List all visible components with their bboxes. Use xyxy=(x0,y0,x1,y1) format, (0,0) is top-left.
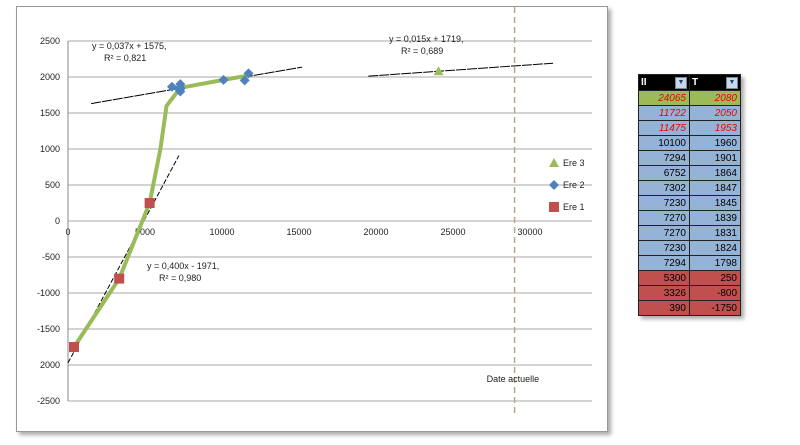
legend-label: Ere 1 xyxy=(563,202,585,212)
y-tick-label: 1500 xyxy=(40,108,60,118)
trendline-equation: y = 0,400x - 1971, xyxy=(147,261,219,271)
smooth-curve xyxy=(72,73,251,349)
table-row: 7294 1798 xyxy=(638,255,741,271)
data-point-ere-2 xyxy=(166,81,177,92)
legend-marker xyxy=(549,180,559,190)
table-cell-t[interactable]: 2050 xyxy=(689,105,741,121)
x-tick-label: 15000 xyxy=(286,227,311,237)
table-cell-ii[interactable]: 5300 xyxy=(638,270,690,286)
table-row: 3326 -800 xyxy=(638,285,741,301)
y-tick-label: -1000 xyxy=(37,288,60,298)
table-cell-t[interactable]: 1960 xyxy=(689,135,741,151)
trendline-equation: y = 0,037x + 1575, xyxy=(92,41,167,51)
data-point-ere-2 xyxy=(218,74,229,85)
legend-marker xyxy=(549,158,559,167)
y-tick-label: 1000 xyxy=(40,144,60,154)
table-cell-ii[interactable]: 7230 xyxy=(638,240,690,256)
table-cell-ii[interactable]: 7230 xyxy=(638,195,690,211)
y-tick-label: 2000 xyxy=(40,360,60,370)
table-cell-t[interactable]: -1750 xyxy=(689,300,741,316)
y-tick-label: -500 xyxy=(42,252,60,262)
table-cell-t[interactable]: 1824 xyxy=(689,240,741,256)
legend-label: Ere 3 xyxy=(563,158,585,168)
trendline xyxy=(368,62,554,77)
table-cell-ii[interactable]: 10100 xyxy=(638,135,690,151)
table-row: 7230 1824 xyxy=(638,240,741,256)
table-cell-ii[interactable]: 24065 xyxy=(638,90,690,106)
table-cell-t[interactable]: -800 xyxy=(689,285,741,301)
y-tick-label: -1500 xyxy=(37,324,60,334)
y-tick-label: 500 xyxy=(45,180,60,190)
table-row: 6752 1864 xyxy=(638,165,741,181)
table-cell-ii[interactable]: 7270 xyxy=(638,210,690,226)
data-point-ere-2 xyxy=(243,68,254,79)
chart-svg: 25002000150010005000-500-1000-15002000-2… xyxy=(37,7,592,415)
y-tick-label: 2500 xyxy=(40,36,60,46)
table-row: 7270 1839 xyxy=(638,210,741,226)
table-cell-ii[interactable]: 6752 xyxy=(638,165,690,181)
x-tick-label: 25000 xyxy=(440,227,465,237)
table-row: 7230 1845 xyxy=(638,195,741,211)
data-table: II ▼ T ▼ 24065 2080 11722 2050 11475 1953 10100 1… xyxy=(638,74,741,316)
table-row: 7270 1831 xyxy=(638,225,741,241)
data-point-ere-2 xyxy=(239,75,250,86)
table-cell-ii[interactable]: 7294 xyxy=(638,255,690,271)
trendline-r2: R² = 0,980 xyxy=(159,273,201,283)
table-cell-t[interactable]: 1864 xyxy=(689,165,741,181)
table-cell-t[interactable]: 250 xyxy=(689,270,741,286)
table-cell-t[interactable]: 2080 xyxy=(689,90,741,106)
filter-dropdown-icon[interactable]: ▼ xyxy=(675,76,687,89)
data-point-ere-2 xyxy=(175,86,186,97)
table-cell-t[interactable]: 1847 xyxy=(689,180,741,196)
current-date-label: Date actuelle xyxy=(487,374,540,384)
table-cell-t[interactable]: 1901 xyxy=(689,150,741,166)
table-cell-ii[interactable]: 7302 xyxy=(638,180,690,196)
data-point-ere-1 xyxy=(114,273,125,284)
trendline-r2: R² = 0,689 xyxy=(401,46,443,56)
table-cell-ii[interactable]: 7270 xyxy=(638,225,690,241)
table-cell-ii[interactable]: 7294 xyxy=(638,150,690,166)
x-tick-label: 30000 xyxy=(517,227,542,237)
y-tick-label: 2000 xyxy=(40,72,60,82)
x-tick-label: 5000 xyxy=(135,227,155,237)
table-cell-t[interactable]: 1798 xyxy=(689,255,741,271)
legend-label: Ere 2 xyxy=(563,180,585,190)
x-tick-label: 20000 xyxy=(363,227,388,237)
table-cell-t[interactable]: 1839 xyxy=(689,210,741,226)
table-cell-t[interactable]: 1831 xyxy=(689,225,741,241)
table-row: 5300 250 xyxy=(638,270,741,286)
filter-dropdown-icon[interactable]: ▼ xyxy=(726,76,738,89)
table-row: 390 -1750 xyxy=(638,300,741,316)
table-cell-ii[interactable]: 3326 xyxy=(638,285,690,301)
table-row: 10100 1960 xyxy=(638,135,741,151)
table-cell-t[interactable]: 1845 xyxy=(689,195,741,211)
x-tick-label: 10000 xyxy=(209,227,234,237)
scatter-chart[interactable]: 2500 2000 1500 1000 500 0 -500 -1000 -1500 2000 -2… xyxy=(16,6,608,432)
table-row: 7302 1847 xyxy=(638,180,741,196)
column-header-t: T ▼ xyxy=(689,74,741,91)
table-row: 11475 1953 xyxy=(638,120,741,136)
data-point-ere-3 xyxy=(433,66,444,76)
y-tick-label: 0 xyxy=(55,216,60,226)
y-tick-label: -2500 xyxy=(37,396,60,406)
data-point-ere-1 xyxy=(69,342,80,352)
table-row: 11722 2050 xyxy=(638,105,741,121)
x-tick-label: 0 xyxy=(65,227,70,237)
table-cell-ii[interactable]: 390 xyxy=(638,300,690,316)
table-cell-t[interactable]: 1953 xyxy=(689,120,741,136)
legend-marker xyxy=(549,202,559,212)
trendline-r2: R² = 0,821 xyxy=(104,53,146,63)
column-header-ii: II ▼ xyxy=(638,74,690,91)
data-point-ere-1 xyxy=(144,198,155,208)
table-cell-ii[interactable]: 11722 xyxy=(638,105,690,121)
trendline-equation: y = 0,015x + 1719, xyxy=(389,34,464,44)
table-row: 24065 2080 xyxy=(638,90,741,106)
table-cell-ii[interactable]: 11475 xyxy=(638,120,690,136)
table-row: 7294 1901 xyxy=(638,150,741,166)
